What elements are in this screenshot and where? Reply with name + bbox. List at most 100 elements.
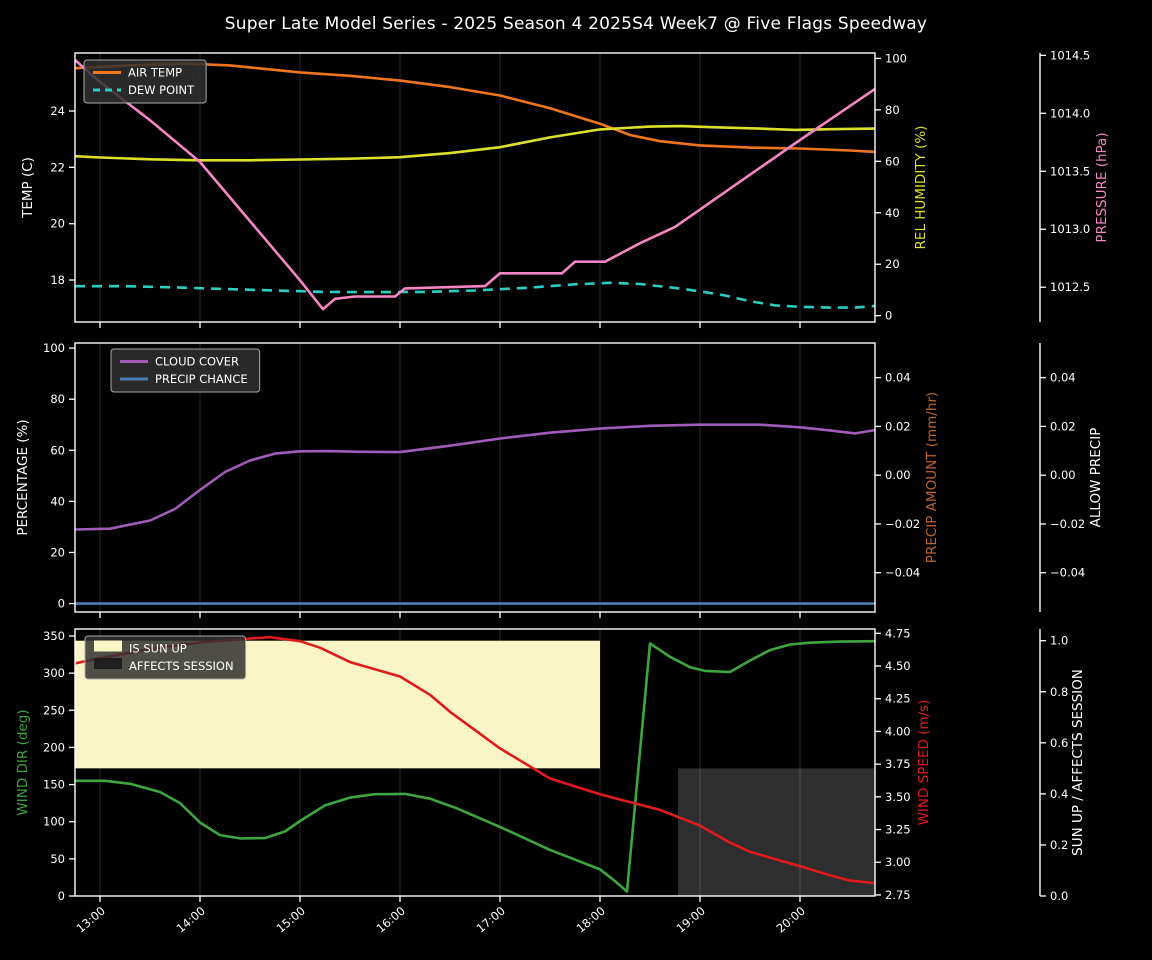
- y-tick-label: 1014.0: [1050, 106, 1090, 120]
- wind-dir-line: [75, 639, 875, 893]
- y-tick-label: −0.04: [1050, 566, 1085, 580]
- y-tick-label: 80: [885, 103, 900, 117]
- x-tick-label: 16:00: [374, 904, 408, 936]
- axis-label: PERCENTAGE (%): [15, 419, 31, 535]
- y-tick-label: 0.00: [885, 468, 911, 482]
- dew-point-line: [75, 281, 875, 309]
- x-axis: [99, 612, 801, 618]
- y-tick-label: 40: [885, 206, 900, 220]
- y-tick-label: 200: [43, 740, 65, 754]
- y-tick-label: 250: [43, 703, 65, 717]
- y-tick-label: 60: [50, 443, 65, 457]
- legend-label: CLOUD COVER: [155, 355, 239, 369]
- x-tick-label: 20:00: [774, 904, 808, 936]
- y-tick-label: 300: [43, 666, 65, 680]
- legend-label: AIR TEMP: [128, 66, 182, 80]
- y-tick-label: 0.04: [885, 371, 911, 385]
- panel-frame: [74, 52, 876, 323]
- axis-label: PRESSURE (hPa): [1094, 132, 1110, 242]
- legend-swatch: [94, 640, 122, 652]
- y-tick-label: 18: [50, 273, 65, 287]
- y-tick-label: 0.4: [1050, 787, 1068, 801]
- y-tick-label: 4.75: [885, 626, 911, 640]
- x-tick-label: 18:00: [574, 904, 608, 936]
- y-tick-label: 2.75: [885, 888, 911, 902]
- x-tick-label: 13:00: [74, 904, 108, 936]
- x-tick-label: 19:00: [674, 904, 708, 936]
- y-tick-label: −0.02: [885, 517, 920, 531]
- legend: AIR TEMP DEW POINT: [83, 59, 207, 104]
- x-tick-label: 17:00: [474, 904, 508, 936]
- axis-label: TEMP (C): [20, 157, 36, 219]
- far-right-axis: −0.04 −0.02 0.00 0.02 0.04 ALLOW PRECIP: [1039, 343, 1104, 612]
- y-tick-label: 1014.5: [1050, 48, 1090, 62]
- precipitation-panel: 0 20 40 60 80 100 PERCENTAGE (%) −0.04 −0.02 0.00…: [15, 341, 1104, 618]
- x-tick-label: 14:00: [174, 904, 208, 936]
- y-tick-label: 4.25: [885, 692, 911, 706]
- y-tick-label: 0.0: [1050, 889, 1068, 903]
- y-tick-label: 0.6: [1050, 736, 1068, 750]
- legend-label: DEW POINT: [128, 83, 195, 97]
- y-tick-label: 4.50: [885, 659, 911, 673]
- temperature-panel: 18 20 22 24 TEMP (C) 0 20 40 60 80 100 REL HUMIDITY…: [20, 48, 1110, 328]
- y-tick-label: 3.50: [885, 790, 911, 804]
- axis-label: REL HUMIDITY (%): [913, 126, 929, 250]
- y-tick-label: 0.8: [1050, 685, 1068, 699]
- legend: CLOUD COVER PRECIP CHANCE: [110, 348, 261, 393]
- y-tick-label: 100: [43, 815, 65, 829]
- axis-label: WIND DIR (deg): [15, 709, 31, 815]
- y-tick-label: 0: [885, 309, 892, 323]
- axis-label: WIND SPEED (m/s): [916, 700, 932, 826]
- panel-frame: [74, 342, 876, 613]
- y-tick-label: 20: [50, 217, 65, 231]
- y-tick-label: 20: [885, 257, 900, 271]
- x-tick-label: 15:00: [274, 904, 308, 936]
- y-tick-label: 3.75: [885, 757, 911, 771]
- y-tick-label: 100: [43, 341, 65, 355]
- chart-title: Super Late Model Series - 2025 Season 4 …: [224, 14, 928, 34]
- affects-session-band: [678, 768, 875, 896]
- y-tick-label: 40: [50, 494, 65, 508]
- cloud-cover-line: [75, 423, 875, 531]
- y-tick-label: 100: [885, 51, 907, 65]
- y-tick-label: 60: [885, 154, 900, 168]
- far-right-axis: 0.0 0.2 0.4 0.6 0.8 1.0 SUN UP / AFFECTS SESSI…: [1039, 629, 1086, 903]
- y-tick-label: 3.25: [885, 823, 911, 837]
- x-axis: [99, 322, 801, 328]
- legend-label: IS SUN UP: [129, 642, 187, 656]
- y-tick-label: −0.04: [885, 566, 920, 580]
- y-tick-label: 0.04: [1050, 371, 1076, 385]
- left-axis: 0 20 40 60 80 100 PERCENTAGE (%): [15, 341, 75, 611]
- y-tick-label: 1012.5: [1050, 280, 1090, 294]
- legend-swatch: [94, 658, 122, 669]
- y-tick-label: 0.2: [1050, 838, 1068, 852]
- y-tick-label: 80: [50, 392, 65, 406]
- y-tick-label: 0.02: [885, 419, 911, 433]
- left-axis: 18 20 22 24 TEMP (C): [20, 104, 75, 287]
- axis-label: PRECIP AMOUNT (mm/hr): [924, 392, 940, 563]
- legend-label: PRECIP CHANCE: [155, 372, 248, 386]
- far-right-axis: 1012.5 1013.0 1013.5 1014.0 1014.5 PRESSURE (…: [1039, 48, 1110, 322]
- y-tick-label: 1.0: [1050, 634, 1068, 648]
- axis-label: SUN UP / AFFECTS SESSION: [1070, 669, 1086, 856]
- y-tick-label: 0: [58, 889, 65, 903]
- y-tick-label: 150: [43, 778, 65, 792]
- wind-panel: 13:00 14:00 15:00 16:00 17:00 18:00 19:00 20:00…: [15, 626, 1086, 935]
- y-tick-label: 0.00: [1050, 468, 1076, 482]
- legend: IS SUN UP AFFECTS SESSION: [84, 635, 247, 680]
- y-tick-label: 0: [58, 597, 65, 611]
- y-tick-label: 1013.0: [1050, 222, 1090, 236]
- y-tick-label: 3.00: [885, 855, 911, 869]
- left-axis: 0 50 100 150 200 250 300 350 WIND DIR (deg): [15, 629, 75, 903]
- panel-frame: [74, 628, 876, 897]
- y-tick-label: −0.02: [1050, 517, 1085, 531]
- rel-humidity-line: [75, 124, 875, 162]
- y-tick-label: 24: [50, 104, 65, 118]
- right-axis: 2.75 3.00 3.25 3.50 3.75 4.00 4.25 4.50 4.75 WIND…: [875, 626, 932, 902]
- legend-label: AFFECTS SESSION: [129, 659, 234, 673]
- right-axis: −0.04 −0.02 0.00 0.02 0.04 PRECIP AMOUNT (mm/…: [875, 371, 940, 580]
- y-tick-label: 50: [50, 852, 65, 866]
- right-axis: 0 20 40 60 80 100 REL HUMIDITY (%): [875, 51, 929, 323]
